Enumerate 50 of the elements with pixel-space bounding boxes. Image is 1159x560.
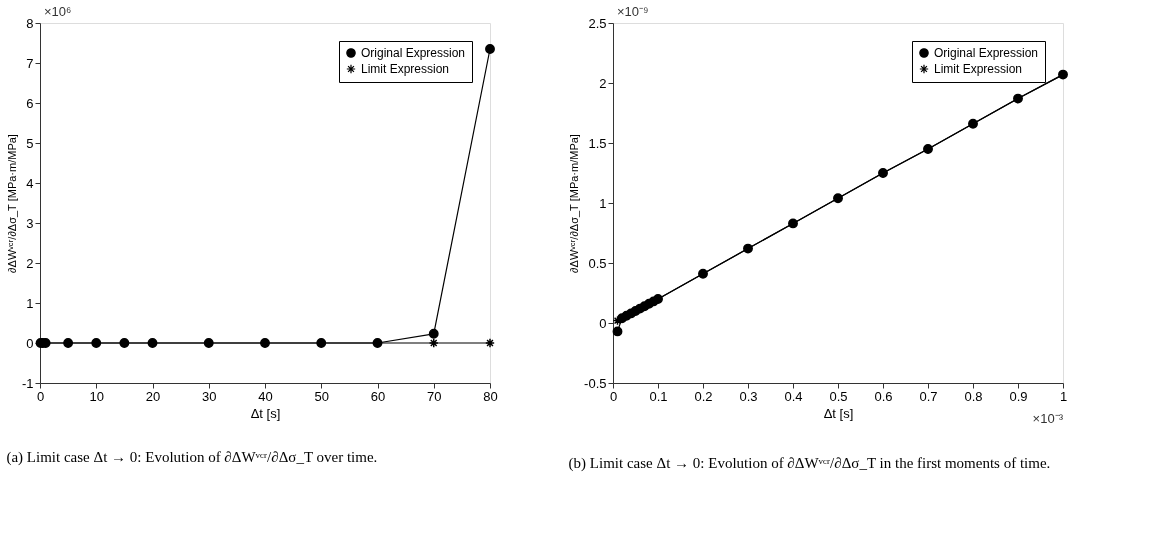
legend-label: Original Expression <box>361 46 466 60</box>
y-tick-label: -1 <box>21 375 34 391</box>
y-tick-label: 1.5 <box>588 135 607 151</box>
y-tick-label: 2 <box>26 255 34 271</box>
x-tick-label: 60 <box>370 388 386 404</box>
y-tick-label: 1 <box>26 295 34 311</box>
x-tick-label: 0.9 <box>1009 388 1028 404</box>
y-tick-label: 8 <box>26 15 34 31</box>
y-tick-label: -0.5 <box>584 375 607 391</box>
y-tick-label: 5 <box>26 135 34 151</box>
x-tick-label: 0.6 <box>874 388 893 404</box>
y-tick-label: 0.5 <box>588 255 607 271</box>
y-tick-label: 2.5 <box>588 15 607 31</box>
x-tick-label: 0.7 <box>919 388 938 404</box>
x-tick-label: 10 <box>89 388 104 404</box>
y-tick-label: 1 <box>599 195 607 211</box>
x-tick-label: 0 <box>36 388 45 404</box>
x-tick-label: 0 <box>609 388 618 404</box>
y-axis-title: ∂ΔWᵛᶜʳ/∂Δσ_T [MPa·m/MPa] <box>568 134 581 273</box>
x-tick-label: 80 <box>483 388 498 404</box>
y-tick-label: 0 <box>599 315 607 331</box>
x-axis-title: Δt [s] <box>250 405 281 421</box>
x-tick-label: 0.5 <box>829 388 848 404</box>
x-tick-label: 0.3 <box>739 388 758 404</box>
y-tick-label: 7 <box>26 55 34 71</box>
y-axis-title: ∂ΔWᵛᶜʳ/∂Δσ_T [MPa·m/MPa] <box>5 134 18 273</box>
legend-label: Limit Expression <box>361 62 450 76</box>
y-tick-label: 0 <box>26 335 34 351</box>
x-tick-label: 70 <box>427 388 442 404</box>
y-tick-label: 3 <box>26 215 34 231</box>
x-tick-label: 50 <box>314 388 329 404</box>
x-tick-label: 0.8 <box>964 388 983 404</box>
x-tick-label: 0.1 <box>649 388 668 404</box>
x-tick-label: 30 <box>202 388 217 404</box>
text: ×10⁻³ <box>1032 411 1064 426</box>
y-tick-label: 6 <box>26 95 34 111</box>
legend-label: Limit Expression <box>934 62 1023 76</box>
y-tick-label: 2 <box>599 75 607 91</box>
text: (a) Limit case Δt → 0: Evolution of ∂ΔWᵛᶜʳ/∂Δσ_T over time. <box>6 449 378 466</box>
x-tick-label: 0.4 <box>784 388 803 404</box>
y-tick-label: 4 <box>26 175 34 191</box>
text: (b) Limit case Δt → 0: Evolution of ∂ΔWᵛᶜʳ/∂Δσ_T in the first moments of time. <box>568 455 1051 472</box>
x-tick-label: 1 <box>1059 388 1068 404</box>
text: ×10⁶ <box>44 4 72 19</box>
x-tick-label: 20 <box>145 388 161 404</box>
legend-label: Original Expression <box>934 46 1039 60</box>
x-tick-label: 0.2 <box>694 388 713 404</box>
x-axis-title: Δt [s] <box>823 405 854 421</box>
text: ×10⁻⁹ <box>617 4 649 19</box>
x-tick-label: 40 <box>258 388 273 404</box>
